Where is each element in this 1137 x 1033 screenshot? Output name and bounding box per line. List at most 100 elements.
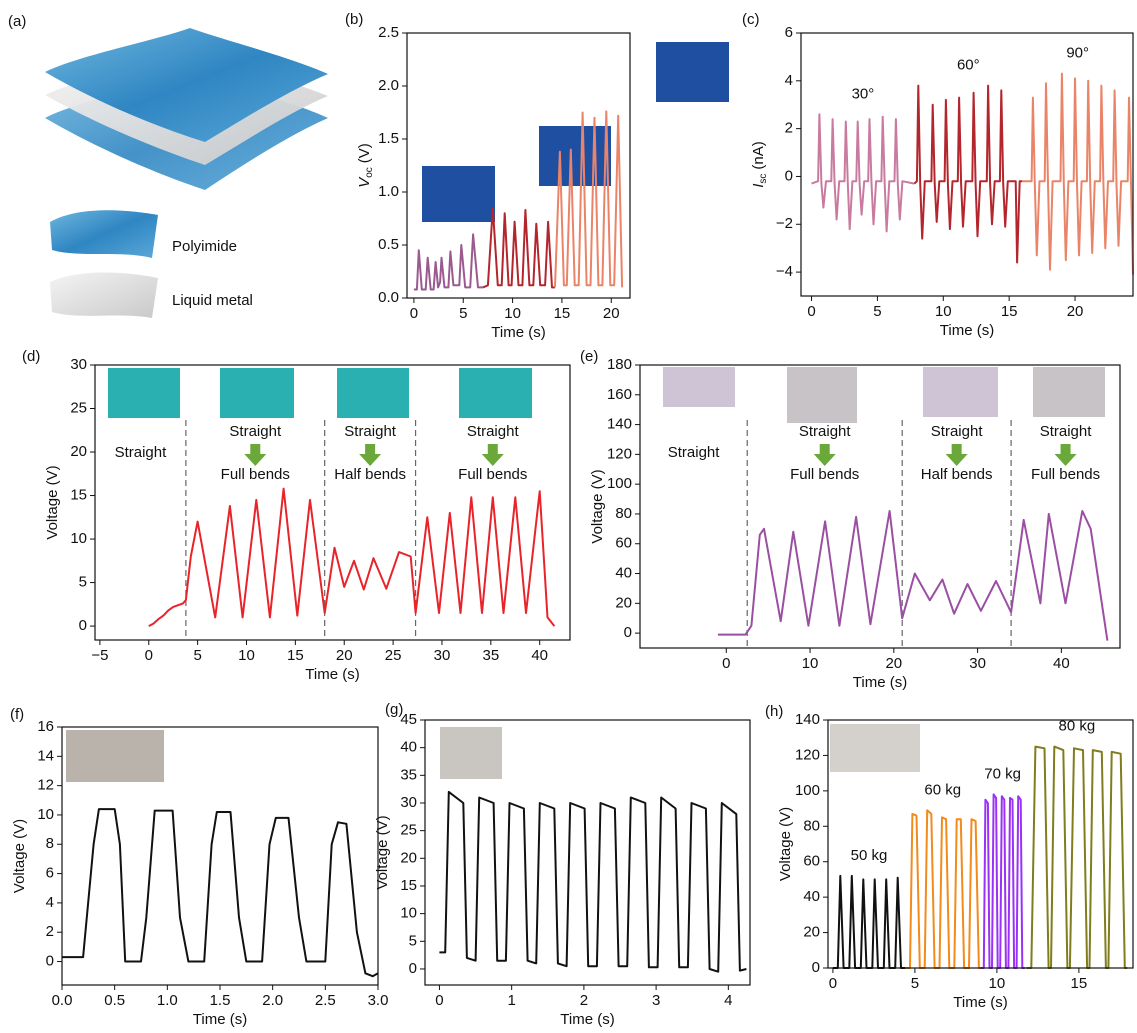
x-tick-label: 40 — [1053, 655, 1070, 672]
y-tick-label: 0 — [624, 624, 632, 641]
stage-target: Full bends — [458, 466, 527, 483]
stage-target: Full bends — [1031, 466, 1100, 483]
x-axis-label: Time (s) — [193, 1011, 247, 1028]
y-tick-label: 0.5 — [378, 236, 399, 253]
series-line — [981, 794, 1025, 968]
y-tick-label: 16 — [37, 718, 54, 735]
y-axis-unit: (nA) — [750, 141, 767, 169]
x-tick-label: 20 — [1067, 303, 1084, 320]
stage-target: Full bends — [790, 466, 859, 483]
y-tick-label: 12 — [37, 777, 54, 794]
y-tick-label: 45 — [400, 711, 417, 728]
panel-label: (a) — [8, 13, 26, 30]
x-tick-label: 3.0 — [368, 992, 389, 1009]
y-tick-label: 1.5 — [378, 130, 399, 147]
y-tick-label: 30 — [70, 356, 87, 373]
y-axis-label: Voltage (V) — [11, 819, 28, 893]
series-label: 30° — [852, 85, 875, 102]
y-tick-label: 60 — [615, 535, 632, 552]
y-tick-label: 2.0 — [378, 77, 399, 94]
liquid-metal-swatch — [50, 273, 158, 319]
y-tick-label: 20 — [70, 443, 87, 460]
stage-state: Straight — [668, 444, 721, 461]
y-axis-label: Voltage (V) — [374, 815, 391, 889]
x-tick-label: 0 — [807, 303, 815, 320]
page: (a) Polyimide Liquid metal (b)051015200.… — [0, 0, 1137, 1033]
y-tick-label: 0 — [46, 953, 54, 970]
y-tick-label: 0 — [409, 960, 417, 977]
stage-state: Straight — [467, 423, 520, 440]
series-label: 70 kg — [984, 765, 1021, 782]
stage-arrow — [244, 444, 266, 466]
y-axis-unit: (V) — [356, 143, 373, 163]
x-tick-label: 0 — [722, 655, 730, 672]
layer-stack — [45, 28, 328, 190]
x-tick-label: 5 — [911, 975, 919, 992]
y-tick-label: 40 — [400, 739, 417, 756]
series-line — [1026, 747, 1127, 968]
y-tick-label: 20 — [400, 849, 417, 866]
x-tick-label: 10 — [802, 655, 819, 672]
y-tick-label: 25 — [70, 399, 87, 416]
x-axis-label: Time (s) — [853, 674, 907, 691]
y-tick-label: −2 — [776, 215, 793, 232]
panel-label: (h) — [765, 703, 783, 720]
stage-state: Straight — [229, 423, 282, 440]
x-tick-label: 3 — [652, 992, 660, 1009]
y-tick-label: 15 — [70, 487, 87, 504]
x-tick-label: 4 — [724, 992, 732, 1009]
stage-arrow — [359, 444, 381, 466]
x-tick-label: 2 — [580, 992, 588, 1009]
figure: (a) Polyimide Liquid metal (b)051015200.… — [0, 0, 1137, 1033]
y-tick-label: 180 — [607, 356, 632, 373]
y-tick-label: 60 — [803, 853, 820, 870]
x-tick-label: 10 — [935, 303, 952, 320]
panel-label: (c) — [742, 11, 760, 28]
y-tick-label: 5 — [409, 932, 417, 949]
legend-label: Liquid metal — [172, 292, 253, 309]
x-tick-label: 5 — [873, 303, 881, 320]
stage-arrow — [482, 444, 504, 466]
x-tick-label: 2.5 — [315, 992, 336, 1009]
series-line — [914, 86, 1022, 263]
y-tick-label: 0.0 — [378, 289, 399, 306]
y-tick-label: 4 — [46, 894, 54, 911]
y-tick-label: 2 — [46, 923, 54, 940]
x-tick-label: 5 — [193, 647, 201, 664]
y-tick-label: 40 — [803, 888, 820, 905]
panel-label: (e) — [580, 348, 598, 365]
x-tick-label: 30 — [969, 655, 986, 672]
y-tick-label: 140 — [607, 416, 632, 433]
panel-label: (d) — [22, 348, 40, 365]
y-tick-label: 100 — [795, 782, 820, 799]
y-tick-label: 1.0 — [378, 183, 399, 200]
y-tick-label: 15 — [400, 877, 417, 894]
x-tick-label: 0 — [435, 992, 443, 1009]
x-tick-label: 40 — [531, 647, 548, 664]
y-tick-label: 100 — [607, 475, 632, 492]
y-tick-label: −4 — [776, 263, 793, 280]
y-tick-label: 30 — [400, 794, 417, 811]
x-tick-label: 30 — [434, 647, 451, 664]
series-line — [483, 208, 555, 288]
y-axis-label: Voltage (V) — [777, 807, 794, 881]
stage-state: Straight — [799, 423, 852, 440]
x-tick-label: 35 — [482, 647, 499, 664]
y-tick-label: 10 — [400, 905, 417, 922]
x-tick-label: 0 — [829, 975, 837, 992]
x-axis-label: Time (s) — [940, 322, 994, 339]
x-tick-label: 20 — [336, 647, 353, 664]
series-line — [1022, 74, 1133, 275]
y-tick-label: 5 — [79, 574, 87, 591]
x-tick-label: 1.0 — [157, 992, 178, 1009]
panel-label: (b) — [345, 11, 363, 28]
x-tick-label: 10 — [238, 647, 255, 664]
stage-state: Straight — [344, 423, 397, 440]
y-tick-label: 0 — [812, 959, 820, 976]
x-tick-label: 0 — [145, 647, 153, 664]
stage-arrow — [946, 444, 968, 466]
x-tick-label: 0.5 — [104, 992, 125, 1009]
y-axis-subscript: sc — [758, 174, 769, 184]
y-axis-label: Voltage (V) — [589, 469, 606, 543]
x-tick-label: 1 — [507, 992, 515, 1009]
